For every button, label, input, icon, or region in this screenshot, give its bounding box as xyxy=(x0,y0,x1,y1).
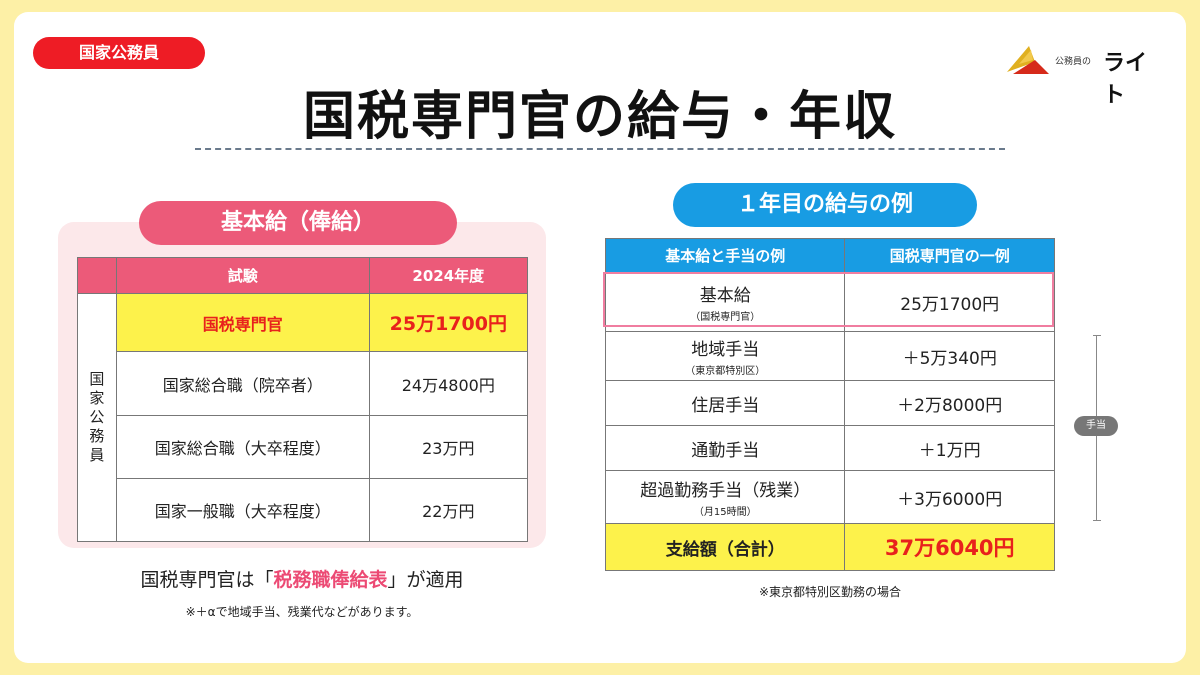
column-header-amount: 国税専門官の一例 xyxy=(844,238,1055,273)
category-badge: 国家公務員 xyxy=(33,37,205,69)
page-title: 国税専門官の給与・年収 xyxy=(302,87,897,147)
pay-item-sub: （月15時間） xyxy=(693,507,757,518)
pay-item-label: 地域手当 xyxy=(691,340,760,360)
pay-item-label: 基本給 xyxy=(699,286,751,306)
logo-text: ライト xyxy=(1103,51,1148,108)
pay-item-sub: （東京都特別区） xyxy=(685,366,766,377)
table-row: 超過勤務手当（残業） （月15時間） ＋3万6000円 xyxy=(604,470,1055,524)
table-row: 国家公務員 国税専門官 25万1700円 xyxy=(77,293,529,542)
note-prefix: 国税専門官は「 xyxy=(140,569,274,591)
pay-item-label: 住居手当 xyxy=(691,395,760,416)
site-logo[interactable]: 公務員の ライト xyxy=(1005,42,1165,108)
first-year-heading: １年目の給与の例 xyxy=(673,183,977,227)
pay-item: 通勤手当 xyxy=(604,425,846,471)
allowance-footnote: ※＋αで地域手当、残業代などがあります。 xyxy=(185,605,419,619)
exam-name: 国家総合職（院卒者） xyxy=(115,351,370,416)
salary-table-note: 国税専門官は「税務職俸給表」が適用 xyxy=(0,565,604,592)
total-label: 支給額（合計） xyxy=(604,523,846,571)
table-row: 国家総合職（大卒程度） 23万円 xyxy=(78,415,529,479)
pay-amount: ＋2万8000円 xyxy=(844,380,1055,426)
title-divider xyxy=(195,148,1005,150)
side-label: 国家公務員 xyxy=(89,370,105,464)
pay-item: 基本給 （国税専門官） xyxy=(604,272,846,332)
table-row: 国家総合職（院卒者） 24万4800円 xyxy=(78,351,529,416)
table-corner xyxy=(77,257,117,294)
pay-item: 超過勤務手当（残業） （月15時間） xyxy=(604,470,846,524)
base-salary-table: 試験 2024年度 国家公務員 国税専門官 25万1700円 国家総合職（院卒者… xyxy=(77,257,529,542)
table-row: 地域手当 （東京都特別区） ＋5万340円 xyxy=(604,331,1055,381)
salary-value: 22万円 xyxy=(368,478,529,542)
pay-item-label: 通勤手当 xyxy=(691,440,760,461)
pay-item-label: 超過勤務手当（残業） xyxy=(640,481,811,501)
pay-amount: ＋5万340円 xyxy=(844,331,1055,381)
exam-name: 国税専門官 xyxy=(115,293,370,352)
first-year-pay-table: 基本給と手当の例 国税専門官の一例 基本給 （国税専門官） 25万1700円 地域… xyxy=(604,238,1055,571)
table-row: 基本給 （国税専門官） 25万1700円 xyxy=(604,272,1055,332)
pay-item: 住居手当 xyxy=(604,380,846,426)
exam-name: 国家一般職（大卒程度） xyxy=(115,478,370,542)
pay-amount: ＋1万円 xyxy=(844,425,1055,471)
table-row: 通勤手当 ＋1万円 xyxy=(604,425,1055,471)
salary-value: 24万4800円 xyxy=(368,351,529,416)
note-emphasis: 税務職俸給表 xyxy=(273,569,388,591)
bracket-top xyxy=(1093,335,1101,336)
side-label-cell: 国家公務員 xyxy=(77,293,117,542)
column-header-exam: 試験 xyxy=(115,257,370,294)
logo-mark-icon xyxy=(1007,46,1049,74)
column-header-year: 2024年度 xyxy=(368,257,529,294)
pay-item: 地域手当 （東京都特別区） xyxy=(604,331,846,381)
pay-amount: ＋3万6000円 xyxy=(844,470,1055,524)
total-amount: 37万6040円 xyxy=(844,523,1055,571)
exam-name: 国家総合職（大卒程度） xyxy=(115,415,370,479)
total-row: 支給額（合計） 37万6040円 xyxy=(604,523,1055,571)
base-salary-heading: 基本給（俸給） xyxy=(139,201,457,245)
pay-amount: 25万1700円 xyxy=(844,272,1055,332)
allowance-label: 手当 xyxy=(1074,416,1118,436)
column-header-item: 基本給と手当の例 xyxy=(604,238,846,273)
table-row: 住居手当 ＋2万8000円 xyxy=(604,380,1055,426)
pay-item-sub: （国税専門官） xyxy=(690,312,761,323)
salary-value: 25万1700円 xyxy=(368,293,529,352)
salary-value: 23万円 xyxy=(368,415,529,479)
logo-small-text: 公務員の xyxy=(1055,57,1092,67)
location-footnote: ※東京都特別区勤務の場合 xyxy=(758,585,902,599)
note-suffix: 」が適用 xyxy=(387,569,464,591)
bracket-bottom xyxy=(1093,520,1101,521)
table-row: 国家一般職（大卒程度） 22万円 xyxy=(78,478,529,542)
